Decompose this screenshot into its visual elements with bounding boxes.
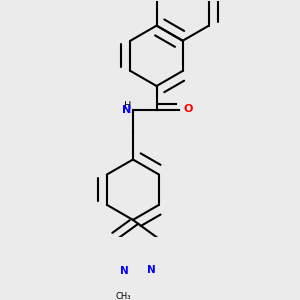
Text: H: H	[124, 101, 132, 112]
Text: N: N	[120, 266, 128, 276]
Text: N: N	[147, 265, 156, 275]
Text: O: O	[184, 104, 193, 114]
Text: N: N	[122, 105, 132, 115]
Text: CH₃: CH₃	[115, 292, 130, 300]
